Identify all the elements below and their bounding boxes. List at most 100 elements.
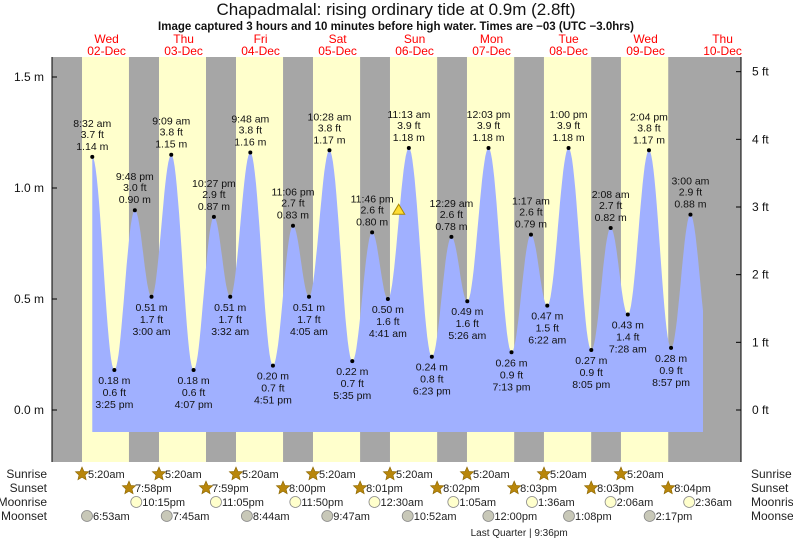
tide-point	[406, 146, 411, 151]
tide-label-time: 11:06 pm	[271, 187, 314, 199]
tide-label-m: 0.20 m	[257, 371, 289, 383]
tide-label-ft: 1.6 ft	[456, 318, 479, 330]
moonrise-time: 12:30am	[380, 497, 423, 509]
tide-point	[112, 368, 117, 373]
tide-label-m: 1.17 m	[313, 134, 345, 146]
moonset-icon	[643, 510, 656, 522]
tide-label-ft: 2.9 ft	[202, 189, 225, 201]
sunset-icon	[198, 480, 214, 495]
sunrise-time: 5:20am	[88, 469, 125, 481]
tide-label-time: 3:00 am	[133, 326, 171, 338]
tide-label-time: 9:48 pm	[116, 171, 154, 183]
tide-label-ft: 2.6 ft	[440, 209, 463, 221]
tide-label-m: 1.18 m	[472, 132, 504, 144]
tide-label-m: 0.50 m	[372, 304, 404, 316]
tide-point	[429, 354, 434, 359]
tide-point	[545, 303, 550, 308]
day-of-week: Fri	[254, 32, 268, 46]
tide-point	[528, 232, 533, 237]
tide-point	[486, 146, 491, 151]
tide-label-m: 0.78 m	[435, 221, 467, 233]
moonset-time: 7:45am	[173, 511, 210, 523]
tide-point	[270, 363, 275, 368]
tide-label-m: 0.18 m	[98, 375, 130, 387]
tide-label-ft: 0.9 ft	[659, 365, 682, 377]
tide-label-ft: 0.6 ft	[103, 387, 126, 399]
sunrise-icon	[382, 466, 398, 481]
tide-point	[228, 294, 233, 299]
sunset-icon	[352, 480, 368, 495]
moonset-time: 12:00pm	[494, 511, 537, 523]
tide-point	[566, 146, 571, 151]
day-date: 03-Dec	[164, 44, 203, 58]
right-tick-label: 4 ft	[752, 132, 769, 146]
tide-label-time: 3:32 am	[211, 326, 249, 338]
tide-label-ft: 3.9 ft	[477, 120, 500, 132]
sunset-time: 8:03pm	[520, 483, 557, 495]
tide-label-m: 0.18 m	[178, 375, 210, 387]
sunset-time: 8:00pm	[289, 483, 326, 495]
moon-phase-label: Last Quarter | 9:36pm	[471, 528, 568, 539]
tide-label-m: 0.51 m	[293, 302, 325, 314]
sunset-icon	[121, 480, 137, 495]
sunset-time: 7:59pm	[212, 483, 249, 495]
tide-label-ft: 1.7 ft	[219, 314, 242, 326]
tide-curve	[92, 148, 704, 432]
tide-label-m: 0.83 m	[277, 210, 309, 222]
sunset-icon	[506, 480, 522, 495]
tide-point	[669, 345, 674, 350]
row-label-sunrise: Sunrise	[6, 467, 47, 481]
moonset-icon	[401, 510, 414, 522]
moonrise-time: 2:06am	[617, 497, 654, 509]
tide-label-ft: 3.8 ft	[318, 122, 341, 134]
tide-label-time: 5:26 am	[448, 330, 486, 342]
current-tide-marker	[391, 203, 406, 215]
sunrise-time: 5:20am	[550, 469, 587, 481]
tide-label-ft: 0.9 ft	[500, 369, 523, 381]
tide-label-time: 8:05 pm	[572, 379, 610, 391]
day-date: 08-Dec	[549, 44, 588, 58]
tide-label-m: 0.43 m	[612, 320, 644, 332]
tide-label-ft: 3.8 ft	[239, 124, 262, 136]
left-tick-label: 1.5 m	[14, 70, 44, 84]
moonset-icon	[321, 510, 334, 522]
sunset-icon	[429, 480, 445, 495]
tide-point	[350, 359, 355, 364]
tide-label-time: 4:05 am	[290, 326, 328, 338]
day-date: 06-Dec	[395, 44, 434, 58]
day-date: 07-Dec	[472, 44, 511, 58]
tide-label-time: 11:13 am	[387, 109, 430, 121]
moonset-time: 10:52am	[414, 511, 457, 523]
sunrise-icon	[74, 466, 90, 481]
tide-label-time: 8:57 pm	[652, 377, 690, 389]
tide-point	[149, 294, 154, 299]
tide-label-ft: 1.7 ft	[297, 314, 320, 326]
tide-point	[449, 234, 454, 239]
day-labels: Wed02-DecThu03-DecFri04-DecSat05-DecSun0…	[87, 32, 742, 58]
moonset-time: 2:17pm	[656, 511, 693, 523]
sunset-time: 7:58pm	[135, 483, 172, 495]
sun-moon-table: Sunrise Sunrise 5:20am 5:20am 5:20am 5:20am 5:…	[0, 466, 793, 539]
day-of-week: Thu	[173, 32, 194, 46]
sunrise-time: 5:20am	[242, 469, 279, 481]
sunrise-time: 5:20am	[165, 469, 202, 481]
tide-label-m: 0.90 m	[119, 194, 151, 206]
tide-label-m: 0.28 m	[655, 353, 687, 365]
sunset-time: 8:02pm	[443, 483, 480, 495]
tide-point	[589, 348, 594, 353]
tide-label-time: 12:03 pm	[467, 109, 511, 121]
tide-label-m: 1.15 m	[155, 139, 187, 151]
tide-point	[625, 312, 630, 317]
tide-point	[327, 148, 332, 153]
tide-label-m: 1.18 m	[393, 132, 425, 144]
moonrise-icon	[289, 496, 302, 508]
tide-label-m: 0.87 m	[198, 201, 230, 213]
row-label-moonrise: Moonrise	[0, 495, 47, 509]
sunrise-icon	[459, 466, 475, 481]
moonrise-icon	[683, 496, 696, 508]
moonrise-icon	[130, 496, 143, 508]
left-tick-label: 1.0 m	[14, 181, 44, 195]
tide-label-time: 4:41 am	[369, 328, 407, 340]
row-label-sunset: Sunset	[751, 481, 789, 495]
tide-label-ft: 2.6 ft	[519, 207, 542, 219]
